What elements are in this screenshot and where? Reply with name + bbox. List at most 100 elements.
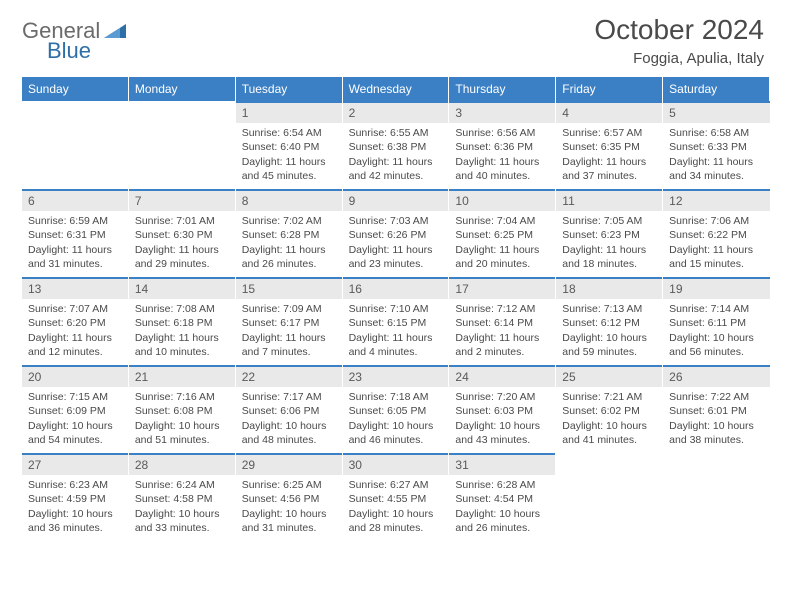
day-cell: 22Sunrise: 7:17 AMSunset: 6:06 PMDayligh… — [236, 365, 343, 453]
day-number: 24 — [449, 365, 555, 387]
day-info: Sunrise: 7:14 AMSunset: 6:11 PMDaylight:… — [663, 299, 770, 365]
day-number: 26 — [663, 365, 770, 387]
dow-header: Thursday — [449, 77, 556, 101]
day-number: 8 — [236, 189, 342, 211]
day-number: 18 — [556, 277, 662, 299]
sunset-line: Sunset: 4:59 PM — [28, 492, 122, 506]
day-cell: 20Sunrise: 7:15 AMSunset: 6:09 PMDayligh… — [22, 365, 129, 453]
day-info: Sunrise: 7:12 AMSunset: 6:14 PMDaylight:… — [449, 299, 555, 365]
sunset-line: Sunset: 6:33 PM — [669, 140, 764, 154]
sunset-line: Sunset: 6:11 PM — [669, 316, 764, 330]
daylight-line: Daylight: 10 hours and 36 minutes. — [28, 507, 122, 535]
sunrise-line: Sunrise: 7:18 AM — [349, 390, 443, 404]
day-number: 12 — [663, 189, 770, 211]
sunset-line: Sunset: 6:30 PM — [135, 228, 229, 242]
day-number: 7 — [129, 189, 235, 211]
day-info: Sunrise: 7:15 AMSunset: 6:09 PMDaylight:… — [22, 387, 128, 453]
daylight-line: Daylight: 11 hours and 12 minutes. — [28, 331, 122, 359]
day-cell: 1 Sunrise: 6:54 AMSunset: 6:40 PMDaylight… — [236, 101, 343, 189]
sunset-line: Sunset: 4:55 PM — [349, 492, 443, 506]
daylight-line: Daylight: 11 hours and 37 minutes. — [562, 155, 656, 183]
day-info: Sunrise: 7:03 AMSunset: 6:26 PMDaylight:… — [343, 211, 449, 277]
day-cell: 13Sunrise: 7:07 AMSunset: 6:20 PMDayligh… — [22, 277, 129, 365]
day-cell: 10Sunrise: 7:04 AMSunset: 6:25 PMDayligh… — [449, 189, 556, 277]
daylight-line: Daylight: 11 hours and 45 minutes. — [242, 155, 336, 183]
day-info: Sunrise: 6:25 AMSunset: 4:56 PMDaylight:… — [236, 475, 342, 541]
day-cell: 18Sunrise: 7:13 AMSunset: 6:12 PMDayligh… — [556, 277, 663, 365]
sunrise-line: Sunrise: 7:07 AM — [28, 302, 122, 316]
day-number: 16 — [343, 277, 449, 299]
dow-header: Friday — [556, 77, 663, 101]
day-cell: 15Sunrise: 7:09 AMSunset: 6:17 PMDayligh… — [236, 277, 343, 365]
sunset-line: Sunset: 6:40 PM — [242, 140, 336, 154]
day-info: Sunrise: 7:05 AMSunset: 6:23 PMDaylight:… — [556, 211, 662, 277]
sunset-line: Sunset: 6:22 PM — [669, 228, 764, 242]
day-number: 15 — [236, 277, 342, 299]
day-cell: . — [663, 453, 770, 541]
day-number: 19 — [663, 277, 770, 299]
day-cell: 14Sunrise: 7:08 AMSunset: 6:18 PMDayligh… — [129, 277, 236, 365]
day-number: 14 — [129, 277, 235, 299]
day-number: 4 — [556, 101, 662, 123]
day-number: 31 — [449, 453, 555, 475]
daylight-line: Daylight: 10 hours and 54 minutes. — [28, 419, 122, 447]
daylight-line: Daylight: 10 hours and 56 minutes. — [669, 331, 764, 359]
sunrise-line: Sunrise: 7:08 AM — [135, 302, 229, 316]
day-info: Sunrise: 7:18 AMSunset: 6:05 PMDaylight:… — [343, 387, 449, 453]
sunrise-line: Sunrise: 7:10 AM — [349, 302, 443, 316]
sunrise-line: Sunrise: 7:15 AM — [28, 390, 122, 404]
day-info: Sunrise: 7:07 AMSunset: 6:20 PMDaylight:… — [22, 299, 128, 365]
daylight-line: Daylight: 11 hours and 42 minutes. — [349, 155, 443, 183]
day-cell: 11Sunrise: 7:05 AMSunset: 6:23 PMDayligh… — [556, 189, 663, 277]
day-cell: 24Sunrise: 7:20 AMSunset: 6:03 PMDayligh… — [449, 365, 556, 453]
daylight-line: Daylight: 11 hours and 29 minutes. — [135, 243, 229, 271]
dow-header: Wednesday — [343, 77, 450, 101]
day-cell: 2Sunrise: 6:55 AMSunset: 6:38 PMDaylight… — [343, 101, 450, 189]
day-number: 23 — [343, 365, 449, 387]
day-info: Sunrise: 6:28 AMSunset: 4:54 PMDaylight:… — [449, 475, 555, 541]
sunset-line: Sunset: 6:17 PM — [242, 316, 336, 330]
day-info: Sunrise: 7:10 AMSunset: 6:15 PMDaylight:… — [343, 299, 449, 365]
day-cell: 3Sunrise: 6:56 AMSunset: 6:36 PMDaylight… — [449, 101, 556, 189]
sunrise-line: Sunrise: 6:54 AM — [242, 126, 336, 140]
sunset-line: Sunset: 6:28 PM — [242, 228, 336, 242]
day-cell: 26Sunrise: 7:22 AMSunset: 6:01 PMDayligh… — [663, 365, 770, 453]
day-cell: 19Sunrise: 7:14 AMSunset: 6:11 PMDayligh… — [663, 277, 770, 365]
day-cell: 27Sunrise: 6:23 AMSunset: 4:59 PMDayligh… — [22, 453, 129, 541]
day-cell: 17Sunrise: 7:12 AMSunset: 6:14 PMDayligh… — [449, 277, 556, 365]
daylight-line: Daylight: 11 hours and 31 minutes. — [28, 243, 122, 271]
calendar-grid: SundayMondayTuesdayWednesdayThursdayFrid… — [22, 77, 770, 541]
day-cell: 5Sunrise: 6:58 AMSunset: 6:33 PMDaylight… — [663, 101, 770, 189]
title-block: October 2024 Foggia, Apulia, Italy — [594, 14, 770, 67]
sunrise-line: Sunrise: 7:20 AM — [455, 390, 549, 404]
day-cell: . — [556, 453, 663, 541]
day-info: Sunrise: 7:17 AMSunset: 6:06 PMDaylight:… — [236, 387, 342, 453]
sunrise-line: Sunrise: 6:27 AM — [349, 478, 443, 492]
daylight-line: Daylight: 11 hours and 23 minutes. — [349, 243, 443, 271]
sunset-line: Sunset: 6:38 PM — [349, 140, 443, 154]
dow-header: Monday — [129, 77, 236, 101]
location-subtitle: Foggia, Apulia, Italy — [594, 50, 770, 67]
sunset-line: Sunset: 6:18 PM — [135, 316, 229, 330]
day-cell: 23Sunrise: 7:18 AMSunset: 6:05 PMDayligh… — [343, 365, 450, 453]
day-info: Sunrise: 6:58 AMSunset: 6:33 PMDaylight:… — [663, 123, 770, 189]
sunrise-line: Sunrise: 6:56 AM — [455, 126, 549, 140]
sunrise-line: Sunrise: 6:57 AM — [562, 126, 656, 140]
daylight-line: Daylight: 11 hours and 15 minutes. — [669, 243, 764, 271]
daylight-line: Daylight: 10 hours and 38 minutes. — [669, 419, 764, 447]
day-number: 1 — [236, 101, 342, 123]
sunrise-line: Sunrise: 6:25 AM — [242, 478, 336, 492]
daylight-line: Daylight: 11 hours and 20 minutes. — [455, 243, 549, 271]
daylight-line: Daylight: 10 hours and 41 minutes. — [562, 419, 656, 447]
day-info: Sunrise: 7:22 AMSunset: 6:01 PMDaylight:… — [663, 387, 770, 453]
sunset-line: Sunset: 4:56 PM — [242, 492, 336, 506]
day-number: 20 — [22, 365, 128, 387]
sunset-line: Sunset: 6:05 PM — [349, 404, 443, 418]
day-cell: . — [129, 101, 236, 189]
sunrise-line: Sunrise: 7:02 AM — [242, 214, 336, 228]
daylight-line: Daylight: 11 hours and 34 minutes. — [669, 155, 764, 183]
daylight-line: Daylight: 10 hours and 43 minutes. — [455, 419, 549, 447]
month-title: October 2024 — [594, 14, 770, 46]
day-cell: . — [22, 101, 129, 189]
day-number: 2 — [343, 101, 449, 123]
